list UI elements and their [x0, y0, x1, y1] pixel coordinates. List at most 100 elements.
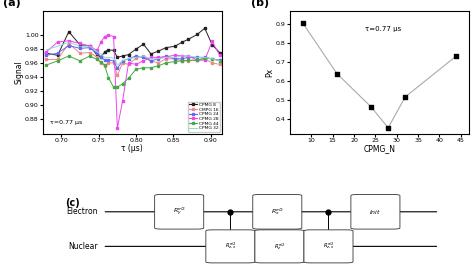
CPMG 44	[77, 59, 83, 63]
CPMG 32	[126, 57, 131, 60]
CPMG 16	[163, 57, 169, 60]
X-axis label: CPMG_N: CPMG_N	[364, 144, 396, 153]
CPMG 28	[210, 40, 215, 43]
CPMG 28	[163, 55, 169, 58]
Y-axis label: Px: Px	[265, 68, 274, 77]
CPMG 28	[155, 56, 161, 59]
CPMG 24	[94, 51, 100, 55]
CPMG 44	[55, 59, 61, 63]
CPMG 24	[106, 59, 111, 62]
CPMG 32	[55, 45, 61, 48]
Text: (a): (a)	[3, 0, 21, 8]
CPMG 8	[44, 51, 49, 55]
CPMG 32	[106, 56, 111, 59]
Text: Electron: Electron	[67, 207, 98, 216]
CPMG 24	[126, 57, 131, 60]
Point	[367, 105, 375, 109]
CPMG 16	[126, 63, 131, 66]
Text: $R_y^{\pi/2}$: $R_y^{\pi/2}$	[173, 206, 186, 218]
CPMG 32	[111, 56, 117, 60]
CPMG 44	[217, 59, 222, 63]
CPMG 28	[87, 45, 92, 48]
CPMG 8	[172, 45, 178, 48]
Point	[333, 72, 341, 76]
CPMG 32	[102, 56, 108, 59]
CPMG 44	[141, 66, 146, 69]
CPMG 24	[210, 57, 215, 60]
CPMG 44	[115, 86, 120, 89]
CPMG 24	[115, 67, 120, 70]
CPMG 16	[111, 61, 117, 64]
CPMG 24	[133, 54, 139, 58]
CPMG 28	[106, 34, 111, 37]
CPMG 8	[141, 43, 146, 46]
Line: CPMG 28: CPMG 28	[45, 34, 221, 130]
CPMG 16	[98, 61, 104, 64]
CPMG 24	[163, 54, 169, 58]
CPMG 24	[55, 51, 61, 55]
Text: Nuclear: Nuclear	[68, 242, 98, 251]
Line: CPMG 44: CPMG 44	[45, 55, 221, 89]
CPMG 24	[155, 57, 161, 60]
CPMG 28	[120, 99, 126, 103]
CPMG 8	[210, 43, 215, 47]
CPMG 24	[66, 44, 72, 47]
Text: (b): (b)	[251, 0, 269, 8]
CPMG 16	[180, 59, 185, 63]
CPMG 32	[44, 48, 49, 51]
Text: (c): (c)	[65, 198, 80, 208]
Line: CPMG 16: CPMG 16	[45, 42, 221, 77]
FancyBboxPatch shape	[155, 195, 204, 229]
CPMG 16	[106, 61, 111, 64]
CPMG 32	[185, 54, 191, 58]
CPMG 44	[185, 59, 191, 62]
CPMG 44	[210, 57, 215, 60]
CPMG 8	[87, 44, 92, 47]
CPMG 44	[180, 59, 185, 63]
CPMG 16	[148, 59, 154, 63]
CPMG 24	[172, 57, 178, 60]
CPMG 28	[55, 40, 61, 44]
CPMG 24	[217, 59, 222, 62]
CPMG 16	[217, 63, 222, 66]
CPMG 8	[133, 47, 139, 51]
CPMG 24	[194, 56, 200, 59]
FancyBboxPatch shape	[304, 230, 353, 263]
CPMG 24	[87, 46, 92, 49]
CPMG 16	[133, 56, 139, 60]
CPMG 16	[94, 56, 100, 59]
CPMG 28	[77, 42, 83, 45]
CPMG 8	[106, 48, 111, 51]
CPMG 16	[120, 61, 126, 64]
CPMG 16	[141, 54, 146, 58]
CPMG 32	[133, 56, 139, 59]
CPMG 28	[94, 49, 100, 52]
Legend: CPMG 8, CMPG 16, CPMG 24, CPMG 28, CPMG 44, CPMG 32: CPMG 8, CMPG 16, CPMG 24, CPMG 28, CPMG …	[188, 102, 219, 131]
CPMG 8	[55, 54, 61, 57]
CPMG 28	[185, 54, 191, 58]
CPMG 8	[77, 43, 83, 47]
CPMG 44	[194, 59, 200, 62]
CPMG 28	[111, 35, 117, 38]
Line: CPMG 8: CPMG 8	[45, 27, 221, 59]
Line: CPMG 32: CPMG 32	[46, 42, 219, 65]
CPMG 24	[141, 56, 146, 59]
CPMG 8	[126, 53, 131, 56]
CPMG 16	[185, 59, 191, 63]
CPMG 16	[55, 58, 61, 61]
CPMG 24	[77, 47, 83, 50]
CPMG 44	[202, 56, 208, 60]
CPMG 32	[210, 57, 215, 60]
CPMG 32	[194, 56, 200, 59]
CPMG 32	[202, 56, 208, 59]
CPMG 32	[98, 52, 104, 56]
Text: τ=0.77 μs: τ=0.77 μs	[365, 25, 401, 31]
CPMG 28	[202, 59, 208, 62]
Text: $R_x^{\pi/2}$: $R_x^{\pi/2}$	[271, 207, 284, 217]
CPMG 16	[172, 57, 178, 60]
CPMG 16	[44, 58, 49, 61]
Text: $R_{z,x}^{\pi/2}$: $R_{z,x}^{\pi/2}$	[323, 241, 334, 251]
CPMG 32	[66, 40, 72, 44]
CPMG 24	[120, 59, 126, 63]
Y-axis label: Signal: Signal	[14, 60, 23, 84]
